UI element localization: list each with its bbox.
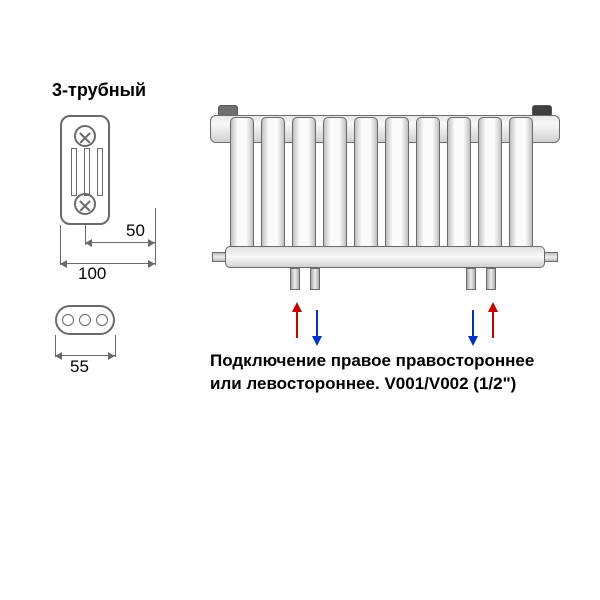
ext-line bbox=[155, 208, 156, 265]
diagram-container: 3-трубный 100 50 55 bbox=[0, 0, 600, 600]
tube-circle bbox=[62, 314, 74, 326]
dim-value-55: 55 bbox=[70, 357, 89, 377]
dim-value-50: 50 bbox=[126, 221, 145, 241]
connector-cross-icon bbox=[78, 131, 92, 145]
flow-arrow-inlet-icon bbox=[296, 310, 298, 338]
top-connector bbox=[74, 125, 96, 147]
bottom-connector bbox=[74, 193, 96, 215]
flow-arrow-outlet-icon bbox=[316, 310, 318, 338]
tube-circle bbox=[79, 314, 91, 326]
dim-line-55 bbox=[55, 355, 115, 356]
valve-nipple bbox=[310, 268, 320, 290]
tube-profile bbox=[84, 148, 90, 196]
section-side-view bbox=[55, 305, 115, 335]
flow-arrow-outlet-icon bbox=[472, 310, 474, 338]
connector-cross-icon bbox=[78, 199, 92, 213]
caption-line-1: Подключение правое правостороннее bbox=[210, 351, 534, 370]
connection-caption: Подключение правое правостороннее или ле… bbox=[210, 350, 570, 396]
radiator-bottom-manifold bbox=[225, 246, 545, 268]
valve-nipple bbox=[486, 268, 496, 290]
radiator-main-view bbox=[210, 115, 560, 310]
side-nipple-left bbox=[212, 252, 226, 262]
valve-nipple bbox=[466, 268, 476, 290]
dim-value-100: 100 bbox=[78, 264, 106, 284]
valve-nipple bbox=[290, 268, 300, 290]
section-top-view bbox=[60, 115, 110, 225]
tube-circle bbox=[96, 314, 108, 326]
caption-line-2: или левостороннее. V001/V002 (1/2") bbox=[210, 374, 516, 393]
tube-profile bbox=[71, 148, 77, 196]
section-type-label: 3-трубный bbox=[52, 80, 146, 101]
dim-line-100 bbox=[60, 263, 155, 264]
flow-arrow-inlet-icon bbox=[492, 310, 494, 338]
tube-profile bbox=[97, 148, 103, 196]
section-outline bbox=[60, 115, 110, 225]
side-outline bbox=[55, 305, 115, 335]
side-nipple-right bbox=[544, 252, 558, 262]
dim-line-50 bbox=[85, 242, 155, 243]
ext-line bbox=[115, 335, 116, 357]
